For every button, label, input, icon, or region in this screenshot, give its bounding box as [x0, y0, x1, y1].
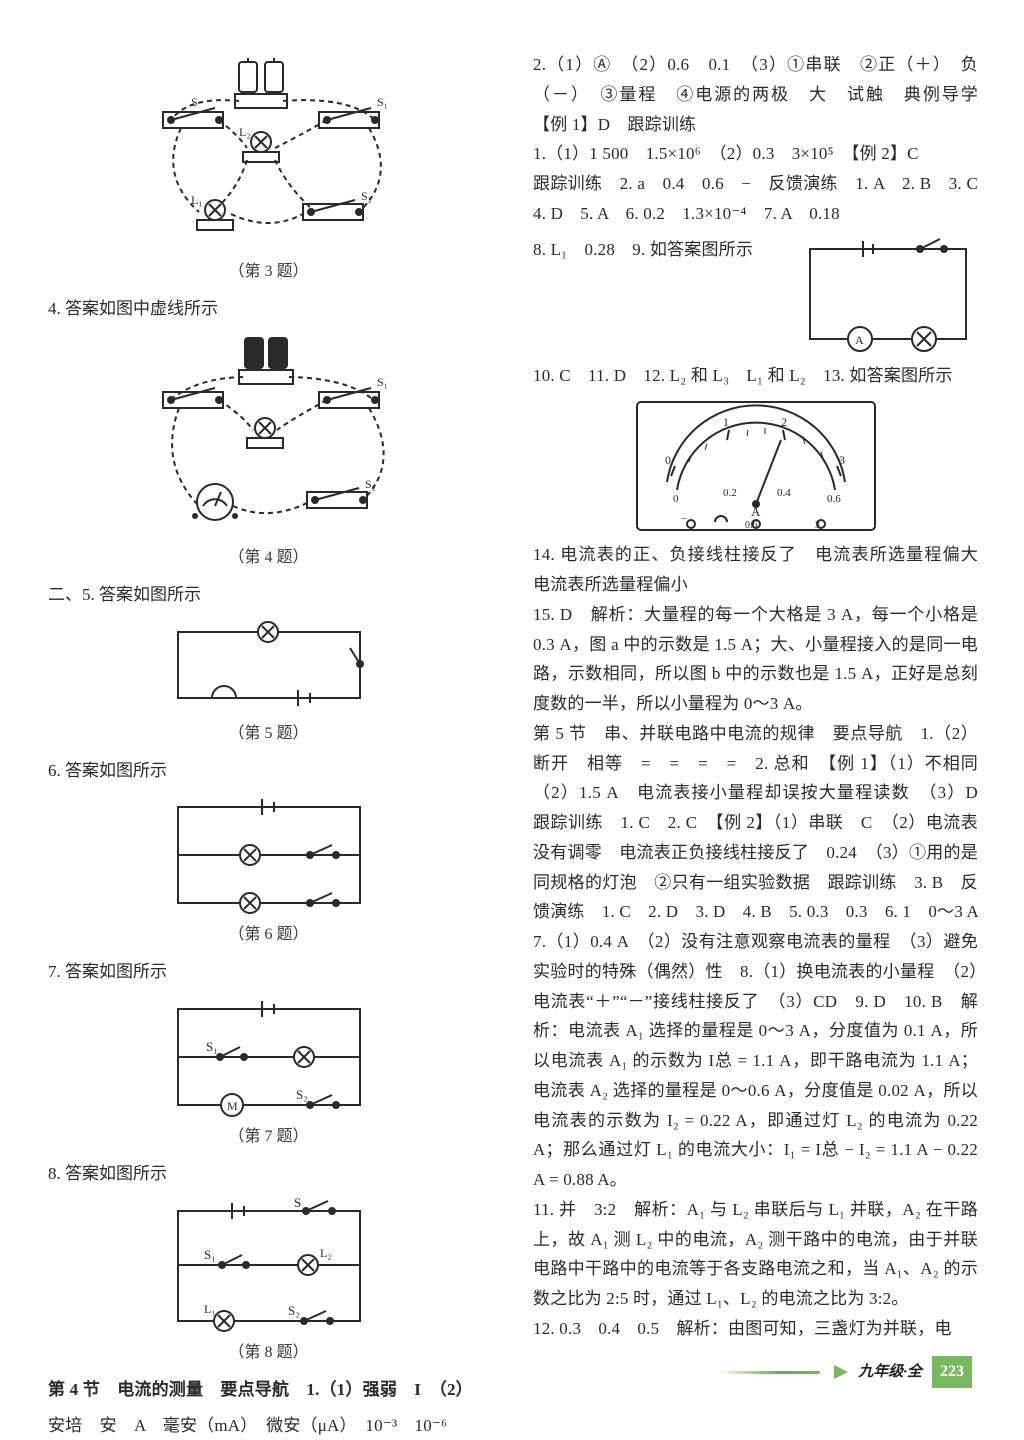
footer-page-number: 223: [932, 1356, 972, 1388]
svg-text:3: 3: [815, 520, 820, 531]
circuit-fig3-svg: S S₁ L₂: [119, 56, 419, 256]
right-p5: 10. C 11. D 12. L₂ 和 L₃ L₁ 和 L₂ 13. 如答案图…: [533, 361, 978, 391]
figure-6-caption: （第 6 题）: [228, 921, 308, 949]
svg-text:3: 3: [839, 453, 845, 467]
svg-text:S₂: S₂: [296, 1087, 308, 1102]
right-p3: 跟踪训练 2. a 0.4 0.6 − 反馈演练 1. A 2. B 3. C …: [533, 169, 978, 229]
svg-text:S₂: S₂: [365, 477, 376, 491]
figure-5: （第 5 题）: [46, 618, 491, 748]
page-columns: S S₁ L₂: [46, 50, 978, 1354]
figure-8: S S₁ L₂ L₁ S₂ （第 8 题）: [46, 1197, 491, 1367]
right-p7: 15. D 解析：大量程的每一个大格是 3 A，每一个小格是 0.3 A，图 a…: [533, 600, 978, 719]
svg-text:M: M: [227, 1099, 238, 1113]
row-p4-circuit: 8. L₁ 0.28 9. 如答案图所示 A: [533, 235, 978, 355]
figure-7-caption: （第 7 题）: [228, 1123, 308, 1151]
sec4-line1: 第 4 节 电流的测量 要点导航 1.（1）强弱 I （2）: [46, 1375, 491, 1405]
sec4-title: 第 4 节 电流的测量 要点导航 1.（1）强弱 I （2）: [48, 1380, 473, 1399]
sec4-line2: 安培 安 A 毫安（mA） 微安（μA） 10⁻³ 10⁻⁶: [46, 1411, 491, 1440]
svg-text:S₂: S₂: [288, 1303, 300, 1318]
right-p9: 11. 并 3:2 解析：A₁ 与 L₂ 串联后与 L₁ 并联，A₂ 在干路上，…: [533, 1195, 978, 1314]
answer-6-line: 6. 答案如图所示: [46, 756, 491, 786]
svg-text:S₁: S₁: [377, 95, 388, 109]
figure-7: S₁ M S₂ （第 7 题）: [46, 995, 491, 1151]
figure-5-caption: （第 5 题）: [228, 720, 308, 748]
svg-text:L₁: L₁: [204, 1302, 216, 1316]
svg-text:1: 1: [723, 415, 729, 429]
answer-4-line: 4. 答案如图中虚线所示: [46, 294, 491, 324]
svg-text:0.6: 0.6: [745, 520, 758, 531]
ammeter-dial-figure: 0 1 2 3 0 0.2 0.4 0.6: [533, 396, 978, 536]
right-p6: 14. 电流表的正、负接线柱接反了 电流表所选量程偏大 电流表所选量程偏小: [533, 540, 978, 600]
page-footer: 九年级·全 223: [718, 1356, 972, 1388]
right-p10: 12. 0.3 0.4 0.5 解析：由图可知，三盏灯为并联，电: [533, 1314, 978, 1344]
left-column: S S₁ L₂: [46, 50, 495, 1354]
right-p1: 2.（1）Ⓐ （2）0.6 0.1 （3）①串联 ②正（＋） 负（－） ③量程 …: [533, 50, 978, 139]
svg-text:S: S: [294, 1197, 301, 1210]
right-p4: 8. L₁ 0.28 9. 如答案图所示: [533, 235, 788, 265]
svg-text:0.2: 0.2: [723, 487, 737, 499]
figure-6: （第 6 题）: [46, 793, 491, 949]
figure-8-caption: （第 8 题）: [228, 1339, 308, 1367]
right-p2: 1.（1）1 500 1.5×10⁶ （2）0.3 3×10⁵ 【例 2】C: [533, 139, 978, 169]
figure-3: S S₁ L₂: [46, 56, 491, 286]
answer-5-line: 二、5. 答案如图所示: [46, 580, 491, 610]
svg-text:−: −: [681, 513, 687, 525]
svg-text:A: A: [855, 333, 864, 347]
circuit-ans9-svg: A: [798, 235, 978, 355]
svg-text:A: A: [751, 504, 761, 519]
svg-text:0.6: 0.6: [827, 493, 841, 505]
svg-text:0: 0: [673, 493, 679, 505]
svg-text:S: S: [191, 95, 198, 109]
circuit-fig5-svg: [154, 618, 384, 718]
circuit-fig7-svg: S₁ M S₂: [154, 995, 384, 1121]
footer-grade: 九年级·全: [858, 1359, 922, 1385]
circuit-fig8-svg: S S₁ L₂ L₁ S₂: [154, 1197, 384, 1337]
svg-text:S₁: S₁: [377, 375, 388, 389]
answer-8-line: 8. 答案如图所示: [46, 1159, 491, 1189]
svg-text:S₁: S₁: [204, 1247, 216, 1262]
svg-text:L₂: L₂: [239, 125, 251, 139]
svg-text:S₁: S₁: [206, 1039, 218, 1054]
circuit-fig6-svg: [154, 793, 384, 919]
svg-text:L₂: L₂: [320, 1246, 332, 1260]
ammeter-dial-svg: 0 1 2 3 0 0.2 0.4 0.6: [631, 396, 881, 536]
circuit-fig4-svg: S₁: [119, 332, 419, 542]
figure-4-caption: （第 4 题）: [228, 544, 308, 572]
figure-3-caption: （第 3 题）: [228, 258, 308, 286]
svg-text:0: 0: [665, 453, 671, 467]
answer-7-line: 7. 答案如图所示: [46, 957, 491, 987]
footer-swoosh-icon: [718, 1365, 848, 1379]
right-p8: 第 5 节 串、并联电路中电流的规律 要点导航 1.（2）断开 相等 = = =…: [533, 719, 978, 1195]
figure-4: S₁: [46, 332, 491, 572]
svg-text:2: 2: [781, 415, 787, 429]
right-column: 2.（1）Ⓐ （2）0.6 0.1 （3）①串联 ②正（＋） 负（－） ③量程 …: [529, 50, 978, 1354]
svg-text:S₂: S₂: [361, 189, 372, 203]
svg-text:0.4: 0.4: [777, 487, 791, 499]
